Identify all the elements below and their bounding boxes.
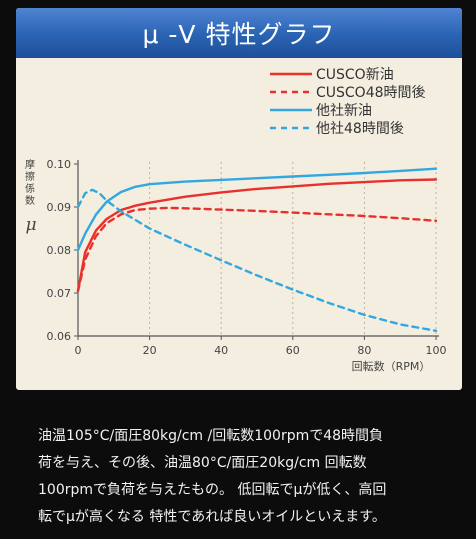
series-line (76, 206, 438, 293)
series-line (76, 167, 438, 252)
legend-label: 他社48時間後 (316, 121, 404, 137)
x-tick-label: 40 (214, 344, 228, 357)
y-tick-label: 0.07 (47, 287, 72, 300)
y-axis-label-char: 数 (25, 194, 35, 207)
chart-panel (16, 8, 462, 390)
x-axis-label: 回転数（RPM） (352, 360, 431, 373)
legend-label: CUSCO新油 (316, 67, 394, 83)
x-tick-label: 60 (286, 344, 300, 357)
chart-title-text: μ -V 特性グラフ (142, 20, 336, 49)
axes (74, 160, 439, 340)
y-axis-symbol: μ (25, 215, 36, 235)
legend-label: CUSCO48時間後 (316, 85, 426, 101)
x-tick-label: 80 (357, 344, 371, 357)
description-line: 転でμが高くなる 特性であれば良いオイルといえます。 (38, 509, 386, 525)
grid-lines (149, 162, 437, 336)
y-tick-label: 0.08 (47, 244, 72, 257)
description: 油温105°C/面圧80kg/cm /回転数100rpmで48時間負 荷を与え、… (38, 423, 458, 531)
x-tick-label: 100 (426, 344, 447, 357)
series-lines (76, 167, 438, 332)
axis-labels: 0.06 0.07 0.08 0.09 0.10 0 20 40 60 80 100 回転数（RPM）… (25, 158, 447, 373)
series-line (76, 188, 438, 332)
chart-title: μ -V 特性グラフ (16, 8, 462, 58)
description-line: 油温105°C/面圧80kg/cm /回転数100rpmで48時間負 (38, 428, 384, 444)
y-axis-label-char: 擦 (25, 170, 35, 183)
x-tick-label: 20 (143, 344, 157, 357)
series-line (76, 178, 438, 293)
y-tick-label: 0.06 (47, 330, 72, 343)
description-line: 100rpmで負荷を与えたもの。 低回転でμが低く、高回 (38, 482, 387, 498)
description-line: 荷を与え、その後、油温80°C/面圧20kg/cm 回転数 (38, 455, 367, 471)
y-tick-label: 0.09 (47, 201, 72, 214)
y-tick-label: 0.10 (47, 158, 72, 171)
legend-label: 他社新油 (316, 103, 372, 119)
y-axis-label-char: 係 (25, 183, 35, 195)
y-axis-label-char: 摩 (25, 158, 35, 171)
x-tick-label: 0 (75, 344, 82, 357)
